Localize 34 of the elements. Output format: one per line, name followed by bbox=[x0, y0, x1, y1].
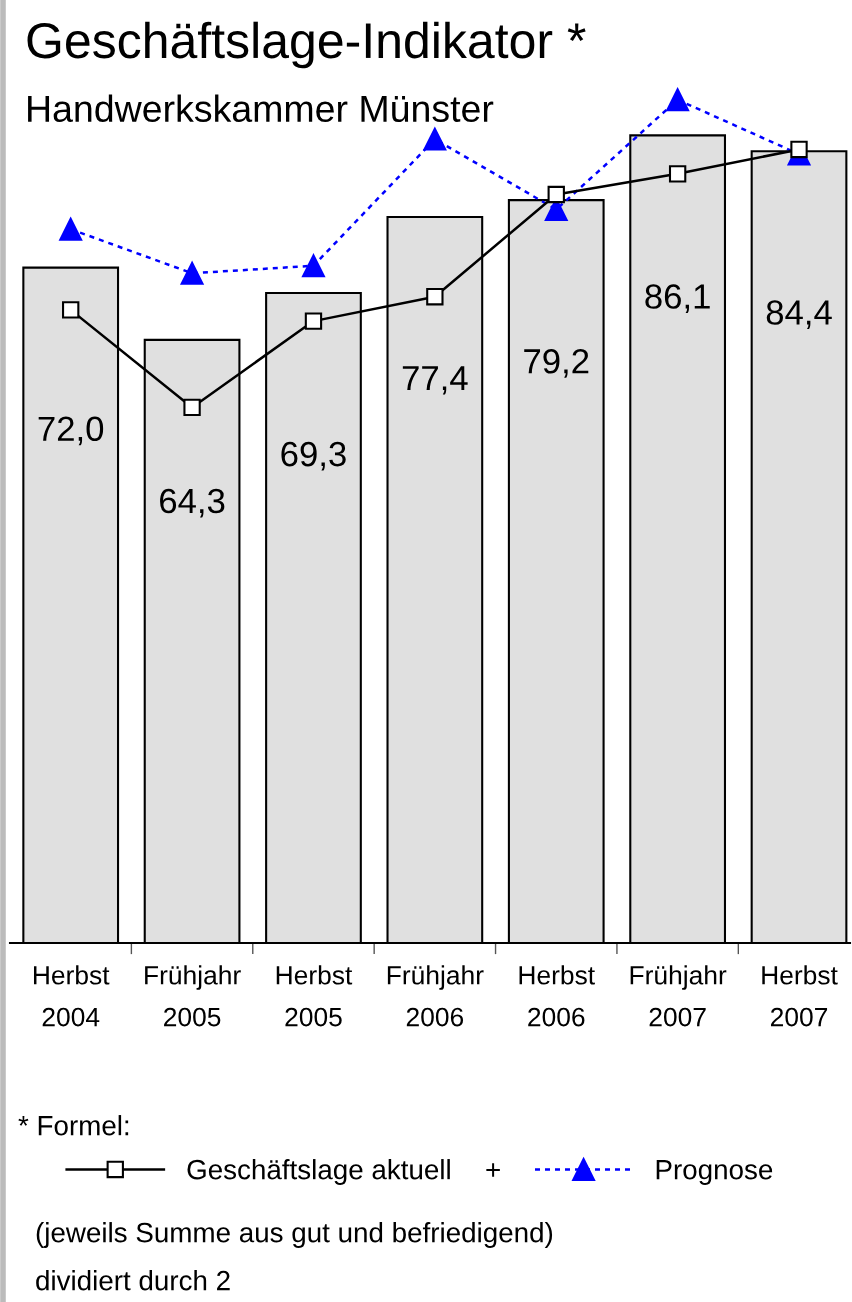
data-label: 86,1 bbox=[645, 284, 710, 313]
text: dividiert durch 2 bbox=[36, 1270, 230, 1291]
x-tick-label: Herbst 2005 bbox=[276, 965, 353, 1027]
point bbox=[666, 88, 690, 112]
text: + bbox=[486, 1163, 500, 1177]
legend-label: Prognose bbox=[656, 1160, 773, 1185]
data-label: 64,3 bbox=[160, 488, 225, 518]
data-label: 72,0 bbox=[38, 416, 104, 446]
text: * Formel: bbox=[18, 1115, 129, 1136]
x-tick-label: Herbst 2006 bbox=[519, 965, 595, 1027]
point bbox=[547, 185, 565, 204]
point bbox=[302, 254, 325, 278]
x-tick-label: Frühjahr 2007 bbox=[630, 965, 727, 1027]
data-label: 69,3 bbox=[281, 441, 346, 471]
x-tick-label: Herbst 2007 bbox=[762, 965, 838, 1027]
x-tick-label: Frühjahr 2006 bbox=[387, 965, 484, 1027]
x-tick-label: Herbst 2004 bbox=[34, 965, 110, 1027]
x-tick-label: Frühjahr 2005 bbox=[145, 965, 241, 1027]
point bbox=[59, 217, 83, 241]
point bbox=[668, 165, 687, 183]
text: Handwerkskammer Münster bbox=[28, 94, 494, 123]
text: (jeweils Summe aus gut und befriedigend) bbox=[36, 1222, 553, 1248]
point bbox=[62, 301, 80, 319]
data-label: 79,2 bbox=[524, 348, 589, 378]
point bbox=[180, 261, 204, 285]
point bbox=[423, 127, 447, 151]
data-label: 77,4 bbox=[402, 366, 468, 395]
point bbox=[426, 288, 444, 306]
data-label: 84,4 bbox=[766, 300, 832, 329]
point bbox=[183, 398, 201, 417]
point bbox=[304, 312, 323, 330]
chart-title: Geschäftslage-Indikator * bbox=[27, 21, 586, 69]
point bbox=[790, 140, 808, 159]
legend-label: Geschäftslage aktuell bbox=[187, 1159, 450, 1185]
